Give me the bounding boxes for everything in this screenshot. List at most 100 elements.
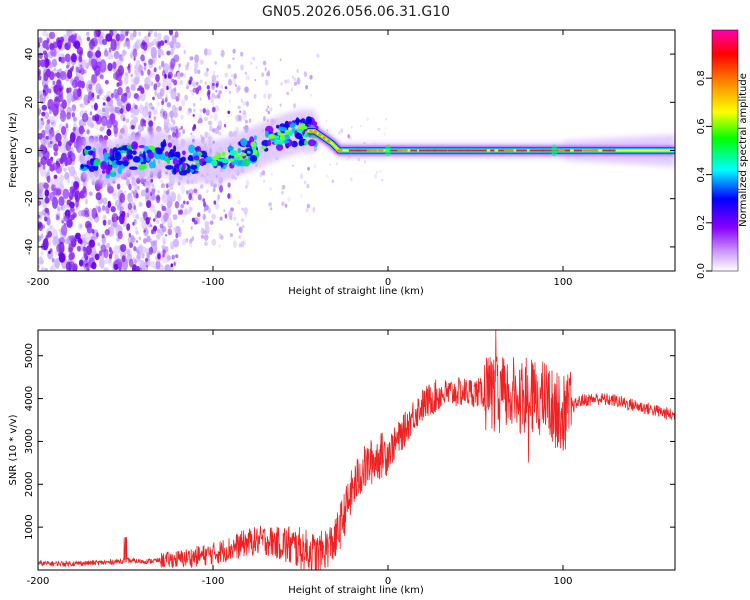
spectrogram-speckle [143, 227, 149, 237]
spectrogram-y-tick-label: 40 [24, 48, 35, 61]
spectrogram-ridge-blob [278, 126, 288, 132]
colorbar-tick-label: 0.2 [696, 215, 707, 231]
spectrogram-speckle [160, 183, 165, 189]
spectrogram-y-label: Frequency (Hz) [8, 112, 19, 188]
spectrogram-speckle [171, 254, 175, 260]
spectrogram-speckle [164, 39, 168, 44]
spectrogram-speckle [128, 242, 133, 249]
spectrogram-speckle [171, 36, 177, 45]
spectrogram-speckle [262, 60, 267, 66]
spectrogram-speckle [294, 77, 296, 82]
spectrogram-speckle [102, 197, 108, 205]
spectrogram-speckle [194, 54, 200, 63]
spectrogram-speckle [216, 74, 219, 78]
spectrogram-speckle [383, 132, 387, 137]
spectrogram-speckle [42, 164, 46, 170]
spectrogram-speckle [212, 69, 216, 76]
spectrogram-speckle [66, 112, 71, 120]
spectrogram-speckle [310, 93, 313, 97]
spectrogram-speckle [269, 107, 273, 112]
spectrogram-speckle [61, 220, 64, 224]
spectrogram-speckle [205, 109, 210, 116]
spectrogram-speckle [197, 120, 200, 124]
spectrogram-speckle [38, 68, 41, 77]
spectrogram-ridge-blob [295, 117, 300, 126]
spectrogram-speckle [135, 230, 139, 235]
spectrogram-ridge-blob [253, 135, 257, 141]
spectrogram-speckle [123, 42, 126, 48]
spectrogram-speckle [266, 72, 271, 77]
spectrogram-ridge-blob [228, 158, 234, 162]
spectrogram-speckle [48, 116, 55, 123]
spectrogram-speckle [126, 212, 130, 218]
spectrogram-speckle [170, 126, 175, 131]
spectrogram-speckle [207, 207, 212, 214]
spectrogram-speckle [375, 170, 378, 175]
spectrogram-speckle [112, 192, 116, 197]
spectrogram-ridge-blob [93, 158, 101, 166]
spectrogram-speckle [130, 73, 133, 78]
spectrogram-speckle [281, 201, 285, 207]
spectrogram-speckle [191, 236, 195, 242]
spectrogram-speckle [85, 245, 92, 256]
snr-x-tick-label: -200 [27, 576, 50, 587]
spectrogram-speckle [153, 67, 157, 73]
spectrogram-speckle [250, 61, 253, 65]
spectrogram-speckle [165, 234, 168, 237]
spectrogram-speckle [244, 119, 248, 124]
spectrogram-speckle [140, 87, 145, 94]
spectrogram-speckle [111, 54, 114, 60]
spectrogram-speckle [157, 228, 160, 234]
spectrogram-speckle [167, 217, 173, 227]
spectrogram-speckle [325, 119, 328, 122]
spectrogram-speckle [244, 71, 248, 75]
spectrogram-speckle [71, 104, 77, 112]
spectrogram-ridge-blob [311, 121, 318, 127]
spectrogram-speckle [193, 102, 196, 107]
spectrogram-speckle [111, 93, 114, 99]
spectrogram-speckle [167, 74, 172, 79]
spectrogram-speckle [72, 212, 77, 219]
spectrogram-speckle [215, 89, 218, 93]
spectrogram-speckle [171, 78, 175, 83]
spectrogram-speckle [77, 209, 84, 217]
spectrogram-speckle [78, 55, 83, 63]
spectrogram-speckle [102, 214, 107, 220]
spectrogram-speckle [133, 56, 136, 61]
spectrogram-speckle [207, 95, 211, 100]
spectrogram-ridge-blob [249, 155, 258, 162]
spectrogram-speckle [133, 190, 139, 199]
spectrogram-speckle [101, 204, 106, 212]
spectrogram-speckle [291, 75, 295, 80]
spectrogram-speckle [67, 41, 72, 46]
spectrogram-ridge-blob [279, 135, 286, 141]
spectrogram-speckle [74, 193, 79, 200]
spectrogram-speckle [126, 86, 129, 90]
spectrogram-speckle [59, 110, 67, 122]
colorbar-tick-label: 0.6 [696, 118, 707, 134]
spectrogram-speckle [245, 101, 249, 107]
spectrogram-speckle [183, 200, 186, 205]
spectrogram-speckle [237, 199, 241, 205]
spectrogram-speckle [165, 206, 172, 217]
spectrogram-speckle [141, 40, 146, 47]
spectrogram-speckle [107, 219, 111, 226]
spectrogram-speckle [269, 187, 272, 191]
spectrogram-speckle [121, 255, 126, 263]
snr-y-tick-label: 4000 [24, 386, 35, 411]
spectrogram-speckle [138, 236, 142, 241]
spectrogram-speckle [85, 97, 89, 102]
spectrogram-speckle [178, 63, 181, 68]
spectrogram-speckle [237, 105, 241, 110]
spectrogram-speckle [79, 103, 83, 108]
spectrogram-speckle [130, 125, 135, 130]
colorbar-tick-label: 0.4 [696, 167, 707, 183]
spectrogram-speckle [384, 127, 387, 131]
spectrogram-speckle [214, 61, 218, 65]
spectrogram-speckle [38, 221, 43, 229]
spectrogram-speckle [279, 103, 282, 107]
spectrogram-speckle [87, 91, 93, 102]
spectrogram-speckle [45, 135, 49, 140]
spectrogram-speckle [68, 252, 74, 261]
spectrogram-speckle [122, 117, 126, 122]
